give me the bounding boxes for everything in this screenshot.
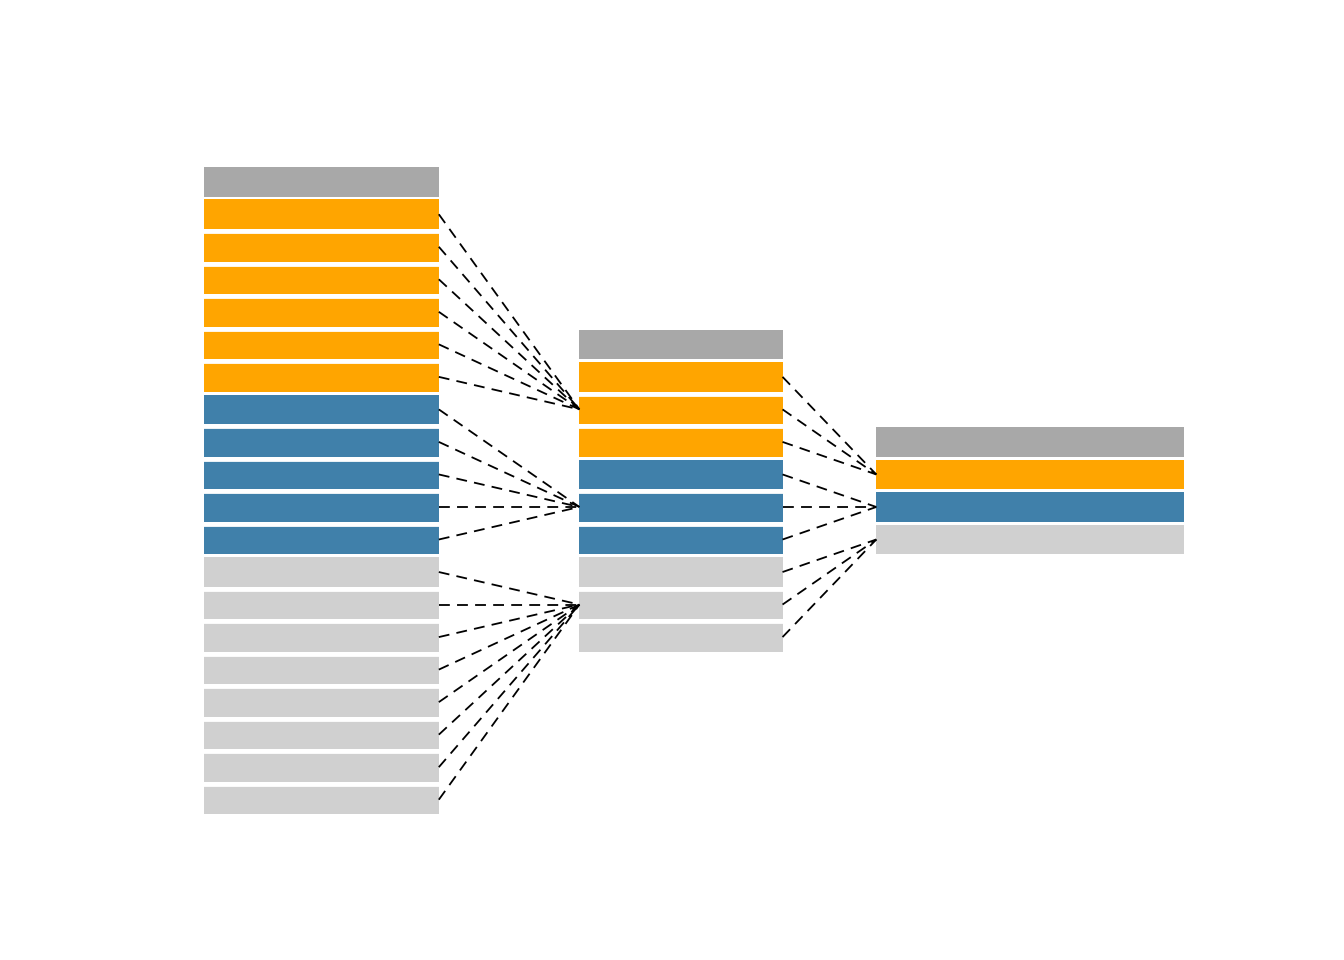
Bar <box>579 557 782 587</box>
Bar <box>579 589 782 619</box>
Bar <box>204 460 438 490</box>
Bar <box>204 557 438 587</box>
Bar <box>876 460 1184 490</box>
Bar <box>204 200 438 229</box>
Bar <box>579 525 782 554</box>
Bar <box>204 232 438 261</box>
Bar <box>204 265 438 294</box>
Bar <box>204 329 438 359</box>
Bar <box>204 167 438 197</box>
Bar <box>876 525 1184 554</box>
Bar <box>204 525 438 554</box>
Bar <box>204 589 438 619</box>
Bar <box>579 395 782 424</box>
Bar <box>579 460 782 490</box>
Bar <box>204 720 438 750</box>
Bar <box>579 329 782 359</box>
Bar <box>876 492 1184 522</box>
Bar <box>579 427 782 457</box>
Bar <box>204 297 438 326</box>
Bar <box>204 753 438 782</box>
Bar <box>876 427 1184 457</box>
Bar <box>204 687 438 717</box>
Bar <box>204 362 438 392</box>
Bar <box>204 622 438 652</box>
Bar <box>204 492 438 522</box>
Bar <box>204 655 438 684</box>
Bar <box>204 395 438 424</box>
Bar <box>579 622 782 652</box>
Bar <box>204 785 438 814</box>
Bar <box>579 492 782 522</box>
Bar <box>579 362 782 392</box>
Bar <box>204 427 438 457</box>
